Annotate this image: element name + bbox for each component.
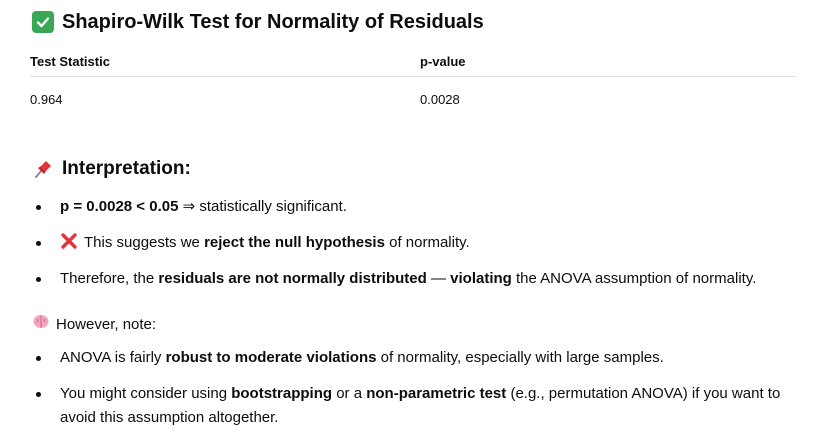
note2-post: (e.g., permutation ANOVA) if you want to…: [60, 385, 781, 426]
bullet2-post: of normality.: [384, 234, 470, 251]
interpretation-heading: Interpretation:: [32, 156, 191, 182]
note-label: However, note:: [32, 312, 156, 338]
residuals-not-normal-text: residuals are not normally distributed: [158, 270, 427, 287]
list-item: Therefore, the residuals are not normall…: [34, 267, 814, 291]
list-item: You might consider using bootstrapping o…: [34, 382, 814, 430]
note-label-text: However, note:: [56, 316, 157, 333]
brain-icon: [32, 312, 50, 338]
table-row: 0.964 0.0028: [30, 77, 796, 121]
note-list: ANOVA is fairly robust to moderate viola…: [34, 346, 814, 442]
non-parametric-text: non-parametric test: [366, 385, 507, 402]
pvalue-comparison: p = 0.0028 < 0.05: [60, 198, 179, 215]
violating-text: violating: [450, 270, 512, 287]
reject-null-text: reject the null hypothesis: [204, 234, 385, 251]
list-item: This suggests we reject the null hypothe…: [34, 231, 814, 255]
cell-test-statistic: 0.964: [30, 91, 63, 107]
title-text: Shapiro-Wilk Test for Normality of Resid…: [62, 11, 484, 33]
header-p-value: p-value: [420, 53, 466, 69]
page-title: Shapiro-Wilk Test for Normality of Resid…: [32, 8, 484, 36]
table-header: Test Statistic p-value: [30, 46, 796, 77]
bootstrapping-text: bootstrapping: [231, 385, 333, 402]
list-item: ANOVA is fairly robust to moderate viola…: [34, 346, 814, 370]
note1-post: of normality, especially with large samp…: [376, 349, 664, 366]
cross-mark-icon: [60, 232, 78, 250]
interpretation-heading-text: Interpretation:: [62, 158, 191, 179]
note2-pre: You might consider using: [60, 385, 232, 402]
note2-mid: or a: [332, 385, 367, 402]
interpretation-list: p = 0.0028 < 0.05 ⇒ statistically signif…: [34, 195, 814, 303]
bullet3-post: the ANOVA assumption of normality.: [511, 270, 757, 287]
check-mark-button-icon: [32, 11, 54, 33]
pushpin-icon: [32, 158, 54, 180]
header-test-statistic: Test Statistic: [30, 53, 110, 69]
cell-p-value: 0.0028: [420, 91, 460, 107]
bullet3-dash: —: [426, 270, 451, 287]
bullet3-pre: Therefore, the: [60, 270, 159, 287]
significance-text: ⇒ statistically significant.: [178, 198, 347, 215]
list-item: p = 0.0028 < 0.05 ⇒ statistically signif…: [34, 195, 814, 219]
robust-text: robust to moderate violations: [165, 349, 377, 366]
note1-pre: ANOVA is fairly: [60, 349, 166, 366]
results-table: Test Statistic p-value 0.964 0.0028: [30, 46, 796, 121]
bullet2-pre: This suggests we: [84, 234, 205, 251]
